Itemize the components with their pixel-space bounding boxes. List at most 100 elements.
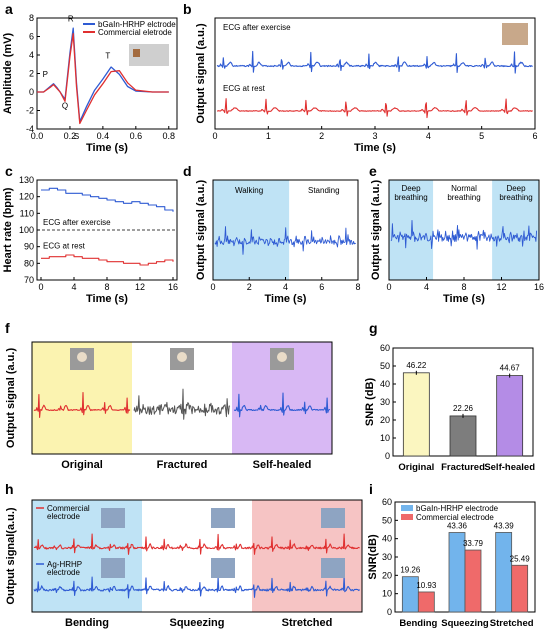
x-axis-label: Time (s)	[265, 293, 307, 305]
category-label: Fractured	[157, 459, 208, 471]
x-tick-label: 12	[496, 282, 506, 292]
region-annotation: breathing	[499, 193, 532, 202]
x-tick-label: 2	[319, 131, 324, 141]
x-tick-label: 6	[532, 131, 537, 141]
y-tick-label: 120	[19, 192, 34, 202]
panel-f-axes	[31, 341, 333, 455]
x-tick-label: 1	[266, 131, 271, 141]
electrode-photo-inset	[211, 558, 235, 578]
legend-swatch	[401, 505, 413, 511]
region-annotation: Walking	[235, 186, 263, 195]
panel-label-d: d	[183, 163, 192, 179]
legend-entry: Commercial	[47, 504, 90, 513]
x-axis-label: Time (s)	[354, 142, 396, 154]
y-axis-label: Output signal (a.u.)	[195, 23, 207, 124]
panel-label-a: a	[5, 1, 13, 17]
series-line-2	[41, 254, 174, 266]
bar	[402, 372, 430, 457]
x-tick-label: 0.4	[97, 131, 110, 141]
series-annotation: ECG at rest	[223, 84, 266, 93]
panel-label-i: i	[369, 481, 373, 497]
peak-annotation: R	[68, 15, 74, 24]
x-tick-label: 0.2	[64, 131, 77, 141]
y-tick-label: 10	[380, 433, 390, 443]
y-tick-label: 60	[380, 343, 390, 353]
x-tick-label: 0.8	[163, 131, 176, 141]
y-axis-label: Amplitude (mV)	[2, 33, 14, 115]
peak-annotation: P	[43, 70, 48, 79]
fractured-signal	[133, 388, 231, 420]
legend-swatch	[401, 514, 413, 520]
y-tick-label: 20	[380, 415, 390, 425]
region-annotation: Deep	[506, 184, 526, 193]
x-tick-label: 8	[355, 282, 360, 292]
legend-entry: electrode	[47, 512, 80, 521]
y-axis-label: Output signal (a.u.)	[5, 348, 17, 449]
x-tick-label: 16	[534, 282, 544, 292]
y-tick-label: 50	[382, 515, 392, 525]
y-axis-label: Output signal(a.u.)	[5, 507, 17, 604]
x-tick-label: 8	[104, 282, 109, 292]
panel-b-axes	[214, 17, 536, 130]
x-tick-label: 4	[424, 282, 429, 292]
electrode-photo-inset	[211, 508, 235, 528]
data-label: 43.39	[494, 521, 515, 530]
y-tick-label: 30	[382, 552, 392, 562]
y-tick-label: 40	[380, 379, 390, 389]
x-axis-label: Time (s)	[86, 142, 128, 154]
category-label: Self-healed	[253, 459, 312, 471]
x-tick-label: 4	[283, 282, 288, 292]
region-annotation: Deep	[401, 184, 421, 193]
category-label: Stretched	[490, 618, 534, 629]
bar	[496, 375, 524, 457]
y-tick-label: 0	[385, 451, 390, 461]
panel-label-c: c	[5, 163, 13, 179]
series-line-1	[41, 187, 174, 212]
y-tick-label: 8	[29, 13, 34, 23]
series-annotation: ECG after exercise	[223, 23, 291, 32]
y-axis-label: SNR(dB)	[367, 534, 379, 580]
x-axis-label: Time (s)	[443, 293, 485, 305]
panel-label-b: b	[183, 1, 192, 17]
category-label: Original	[61, 459, 103, 471]
legend-entry: Commercial electrode	[416, 513, 494, 522]
data-label: 22.26	[453, 404, 474, 413]
x-tick-label: 0	[386, 282, 391, 292]
legend-entry: Ag-HRHP	[47, 560, 82, 569]
x-tick-label: 12	[135, 282, 145, 292]
data-label: 44.67	[500, 364, 521, 373]
region-annotation: breathing	[447, 193, 480, 202]
data-label: 46.22	[406, 361, 427, 370]
x-tick-label: 16	[168, 282, 178, 292]
peak-annotation: S	[74, 132, 79, 141]
stretched-region	[252, 500, 362, 612]
deep-breathing-region	[389, 180, 434, 280]
region-annotation: Standing	[308, 186, 340, 195]
data-label: 10.93	[416, 581, 437, 590]
y-tick-label: 70	[24, 275, 34, 285]
category-label: Stretched	[282, 617, 333, 629]
y-tick-label: 10	[382, 589, 392, 599]
y-tick-label: 2	[29, 69, 34, 79]
data-label: 25.49	[510, 554, 531, 563]
deep-breathing-region	[492, 180, 539, 280]
series-line-2	[37, 33, 169, 125]
series-annotation: ECG at rest	[43, 241, 86, 250]
series-line-1	[216, 50, 533, 74]
peak-annotation: T	[105, 52, 110, 61]
series-line-2	[217, 98, 533, 119]
panel-h-axes	[31, 499, 363, 613]
electrode-photo-inset	[321, 508, 345, 528]
y-tick-label: 100	[19, 225, 34, 235]
y-axis-label: Output signal (a.u.)	[195, 180, 207, 281]
x-tick-label: 0.6	[130, 131, 143, 141]
y-tick-label: 110	[20, 208, 34, 218]
y-tick-label: -2	[26, 106, 34, 116]
electrode-photo-inset	[101, 558, 125, 578]
y-tick-label: 40	[382, 534, 392, 544]
electrode-photo-inset	[133, 49, 140, 57]
bar	[449, 415, 477, 457]
region-annotation: breathing	[394, 193, 427, 202]
panel-label-e: e	[369, 163, 377, 179]
